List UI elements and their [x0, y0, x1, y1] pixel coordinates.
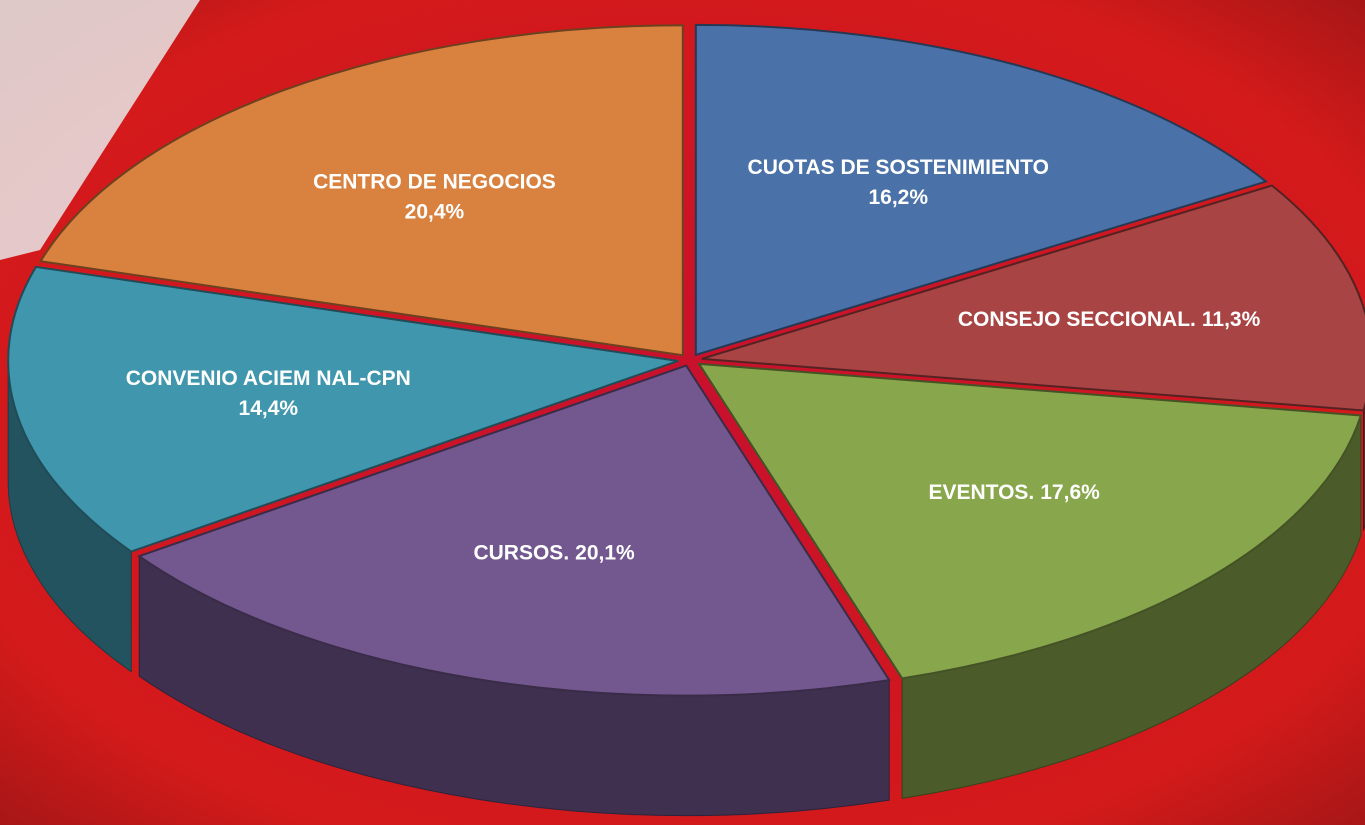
- slice: [697, 362, 1363, 680]
- value-label: 17,6%: [1040, 480, 1100, 503]
- background-corner: [0, 0, 200, 260]
- value-label: 11,3%: [1202, 307, 1261, 330]
- value-label: 20,1%: [575, 541, 635, 564]
- category-label: CUOTAS DE SOSTENIMIENTO: [748, 155, 1049, 178]
- category-label: CONVENIO ACIEM NAL-CPN: [126, 367, 411, 390]
- value-label: 16,2%: [868, 185, 928, 208]
- slice: [694, 23, 1269, 357]
- slice-label: CONVENIO ACIEM NAL-CPN 14,4%: [126, 367, 411, 420]
- slice-label: CONSEJO SECCIONAL. 11,3%: [958, 307, 1261, 330]
- slice: [7, 265, 679, 553]
- category-label: CURSOS.: [473, 541, 569, 564]
- value-label: 14,4%: [239, 397, 299, 420]
- slice-label: CENTRO DE NEGOCIOS 20,4%: [313, 170, 556, 223]
- category-label: CENTRO DE NEGOCIOS: [313, 170, 556, 193]
- value-label: 20,4%: [405, 200, 465, 223]
- slice-label: EVENTOS. 17,6%: [928, 480, 1100, 503]
- slice: [701, 184, 1365, 412]
- slice-label: CURSOS. 20,1%: [473, 541, 635, 564]
- slice: [137, 364, 891, 697]
- category-label: EVENTOS.: [928, 480, 1034, 503]
- slice: [38, 24, 684, 357]
- slice-label: CUOTAS DE SOSTENIMIENTO 16,2%: [748, 155, 1049, 208]
- category-label: CONSEJO SECCIONAL.: [958, 307, 1196, 330]
